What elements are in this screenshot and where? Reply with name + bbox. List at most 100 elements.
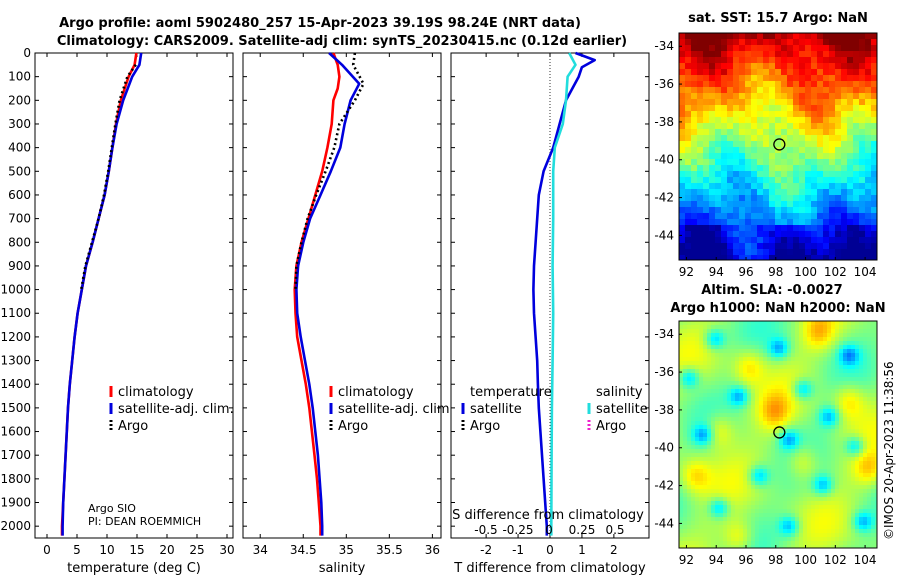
heatmap-cell — [831, 457, 836, 462]
heatmap-cell — [779, 421, 784, 426]
heatmap-cell — [871, 357, 876, 362]
heatmap-cell — [735, 329, 740, 334]
heatmap-cell — [811, 449, 816, 454]
heatmap-cell — [715, 231, 722, 238]
heatmap-cell — [727, 369, 732, 374]
figure-title-line2: Climatology: CARS2009. Satellite-adj cli… — [57, 34, 627, 49]
heatmap-cell — [867, 433, 872, 438]
heatmap-cell — [767, 413, 772, 418]
heatmap-cell — [811, 341, 816, 346]
heatmap-cell — [739, 525, 744, 530]
heatmap-cell — [851, 389, 856, 394]
heatmap-cell — [715, 357, 720, 362]
heatmap-cell — [835, 517, 840, 522]
heatmap-cell — [779, 473, 784, 478]
heatmap-cell — [703, 51, 710, 58]
heatmap-cell — [781, 33, 788, 40]
heatmap-cell — [867, 473, 872, 478]
heatmap-cell — [691, 525, 696, 530]
heatmap-cell — [719, 425, 724, 430]
heatmap-cell — [871, 195, 877, 202]
heatmap-cell — [831, 385, 836, 390]
heatmap-cell — [731, 377, 736, 382]
heatmap-cell — [853, 183, 860, 190]
heatmap-cell — [847, 505, 852, 510]
heatmap-cell — [715, 469, 720, 474]
heatmap-cell — [711, 453, 716, 458]
heatmap-cell — [691, 99, 698, 106]
heatmap-cell — [703, 441, 708, 446]
heatmap-cell — [781, 117, 788, 124]
heatmap-cell — [763, 219, 770, 226]
heatmap-cell — [847, 249, 854, 256]
heatmap-cell — [703, 33, 710, 40]
heatmap-cell — [735, 405, 740, 410]
heatmap-cell — [843, 485, 848, 490]
heatmap-cell — [871, 51, 877, 58]
heatmap-cell — [787, 445, 792, 450]
heatmap-cell — [865, 189, 872, 196]
heatmap-cell — [703, 341, 708, 346]
heatmap-cell — [775, 201, 782, 208]
heatmap-cell — [843, 509, 848, 514]
heatmap-cell — [763, 365, 768, 370]
heatmap-cell — [763, 373, 768, 378]
heatmap-cell — [783, 341, 788, 346]
heatmap-cell — [707, 457, 712, 462]
heatmap-cell — [691, 87, 698, 94]
heatmap-cell — [699, 517, 704, 522]
heatmap-cell — [723, 521, 728, 526]
heatmap-cell — [855, 365, 860, 370]
heatmap-cell — [815, 537, 820, 542]
heatmap-cell — [867, 373, 872, 378]
heatmap-cell — [841, 225, 848, 232]
heatmap-cell — [687, 365, 692, 370]
heatmap-cell — [691, 401, 696, 406]
heatmap-cell — [835, 497, 840, 502]
heatmap-cell — [691, 429, 696, 434]
heatmap-cell — [867, 353, 872, 358]
heatmap-cell — [835, 135, 842, 142]
heatmap-cell — [683, 345, 688, 350]
heatmap-cell — [847, 63, 854, 70]
heatmap-cell — [779, 545, 784, 548]
heatmap-cell — [811, 147, 818, 154]
heatmap-cell — [791, 341, 796, 346]
heatmap-cell — [747, 417, 752, 422]
heatmap-cell — [875, 525, 877, 530]
heatmap-cell — [859, 373, 864, 378]
heatmap-cell — [695, 385, 700, 390]
heatmap-cell — [743, 353, 748, 358]
heatmap-cell — [851, 457, 856, 462]
heatmap-cell — [731, 453, 736, 458]
heatmap-cell — [743, 341, 748, 346]
heatmap-cell — [711, 537, 716, 542]
heatmap-cell — [715, 69, 722, 76]
heatmap-cell — [847, 153, 854, 160]
heatmap-cell — [799, 147, 806, 154]
heatmap-cell — [829, 63, 836, 70]
heatmap-cell — [811, 441, 816, 446]
heatmap-cell — [787, 33, 794, 40]
heatmap-cell — [843, 429, 848, 434]
heatmap-cell — [871, 497, 876, 502]
heatmap-cell — [691, 207, 698, 214]
heatmap-cell — [875, 333, 877, 338]
heatmap-cell — [723, 353, 728, 358]
heatmap-cell — [703, 361, 708, 366]
heatmap-cell — [831, 509, 836, 514]
heatmap-cell — [759, 485, 764, 490]
heatmap-cell — [751, 195, 758, 202]
heatmap-cell — [819, 361, 824, 366]
heatmap-cell — [709, 51, 716, 58]
heatmap-cell — [733, 231, 740, 238]
heatmap-cell — [847, 477, 852, 482]
heatmap-cell — [691, 489, 696, 494]
heatmap-cell — [703, 445, 708, 450]
heatmap-cell — [727, 341, 732, 346]
heatmap-cell — [851, 333, 856, 338]
heatmap-cell — [707, 373, 712, 378]
heatmap-cell — [855, 357, 860, 362]
heatmap-cell — [679, 449, 684, 454]
diff-legend-label: satellite — [470, 402, 522, 417]
